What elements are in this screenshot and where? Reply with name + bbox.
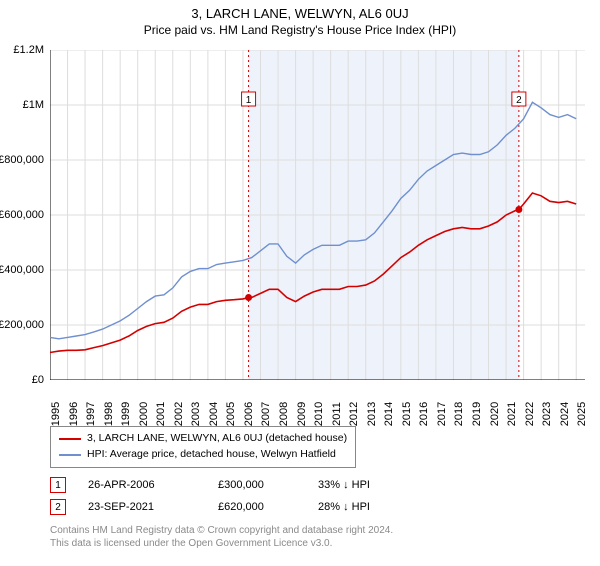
sale-1-date: 26-APR-2006 — [88, 479, 218, 491]
footer-line-1: Contains HM Land Registry data © Crown c… — [50, 524, 393, 537]
x-tick-label: 2004 — [208, 402, 220, 426]
x-tick-label: 2014 — [383, 402, 395, 426]
y-tick-label: £1M — [23, 99, 44, 111]
x-tick-label: 2010 — [313, 402, 325, 426]
svg-text:1: 1 — [246, 95, 252, 106]
sale-marker-1-icon: 1 — [50, 477, 66, 493]
x-tick-label: 2006 — [243, 402, 255, 426]
sale-1-price: £300,000 — [218, 479, 318, 491]
x-tick-label: 2011 — [331, 402, 343, 426]
x-tick-label: 2025 — [576, 402, 588, 426]
sale-marker-2-icon: 2 — [50, 499, 66, 515]
y-tick-label: £1.2M — [13, 44, 44, 56]
footer: Contains HM Land Registry data © Crown c… — [50, 524, 393, 550]
x-tick-label: 2020 — [489, 402, 501, 426]
legend-swatch-price-paid — [59, 438, 81, 440]
x-axis: 1995 1996 1997 1998 1999 2000 2001 2002 2003 2004… — [50, 384, 585, 424]
x-tick-label: 2015 — [401, 402, 413, 426]
chart-title-sub: Price paid vs. HM Land Registry's House … — [0, 23, 600, 37]
legend-swatch-hpi — [59, 454, 81, 456]
x-tick-label: 1997 — [85, 402, 97, 426]
chart-plot-area: 12 — [50, 50, 585, 380]
x-tick-label: 2012 — [348, 402, 360, 426]
x-tick-label: 2016 — [418, 402, 430, 426]
svg-text:2: 2 — [516, 95, 522, 106]
x-tick-label: 2019 — [471, 402, 483, 426]
y-tick-label: £400,000 — [0, 264, 44, 276]
sales-table: 1 26-APR-2006 £300,000 33% ↓ HPI 2 23-SE… — [50, 474, 438, 518]
x-tick-label: 1999 — [120, 402, 132, 426]
x-tick-label: 2024 — [559, 402, 571, 426]
x-tick-label: 2009 — [296, 402, 308, 426]
x-tick-label: 1998 — [103, 402, 115, 426]
x-tick-label: 2008 — [278, 402, 290, 426]
legend: 3, LARCH LANE, WELWYN, AL6 0UJ (detached… — [50, 426, 356, 468]
legend-row-price-paid: 3, LARCH LANE, WELWYN, AL6 0UJ (detached… — [59, 431, 347, 447]
x-tick-label: 2018 — [453, 402, 465, 426]
sale-2-pct: 28% ↓ HPI — [318, 501, 438, 513]
sale-2-date: 23-SEP-2021 — [88, 501, 218, 513]
x-tick-label: 2021 — [506, 402, 518, 426]
legend-row-hpi: HPI: Average price, detached house, Welw… — [59, 447, 347, 463]
x-tick-label: 2003 — [190, 402, 202, 426]
chart-title-main: 3, LARCH LANE, WELWYN, AL6 0UJ — [0, 6, 600, 21]
sales-row-1: 1 26-APR-2006 £300,000 33% ↓ HPI — [50, 474, 438, 496]
legend-label-price-paid: 3, LARCH LANE, WELWYN, AL6 0UJ (detached… — [87, 431, 347, 447]
y-tick-label: £0 — [32, 374, 44, 386]
x-tick-label: 2013 — [366, 402, 378, 426]
y-tick-label: £800,000 — [0, 154, 44, 166]
sale-2-price: £620,000 — [218, 501, 318, 513]
x-tick-label: 2007 — [260, 402, 272, 426]
x-tick-label: 2005 — [225, 402, 237, 426]
sale-1-pct: 33% ↓ HPI — [318, 479, 438, 491]
footer-line-2: This data is licensed under the Open Gov… — [50, 537, 393, 550]
y-tick-label: £200,000 — [0, 319, 44, 331]
x-tick-label: 2002 — [173, 402, 185, 426]
x-tick-label: 2017 — [436, 402, 448, 426]
x-tick-label: 1995 — [50, 402, 62, 426]
x-tick-label: 2000 — [138, 402, 150, 426]
y-tick-label: £600,000 — [0, 209, 44, 221]
x-tick-label: 2022 — [524, 402, 536, 426]
sales-row-2: 2 23-SEP-2021 £620,000 28% ↓ HPI — [50, 496, 438, 518]
chart-container: 3, LARCH LANE, WELWYN, AL6 0UJ Price pai… — [0, 6, 600, 566]
x-tick-label: 1996 — [68, 402, 80, 426]
x-tick-label: 2001 — [155, 402, 167, 426]
legend-label-hpi: HPI: Average price, detached house, Welw… — [87, 447, 336, 463]
chart-svg: 12 — [50, 50, 585, 380]
y-axis: £0£200,000£400,000£600,000£800,000£1M£1.… — [0, 50, 48, 380]
x-tick-label: 2023 — [541, 402, 553, 426]
